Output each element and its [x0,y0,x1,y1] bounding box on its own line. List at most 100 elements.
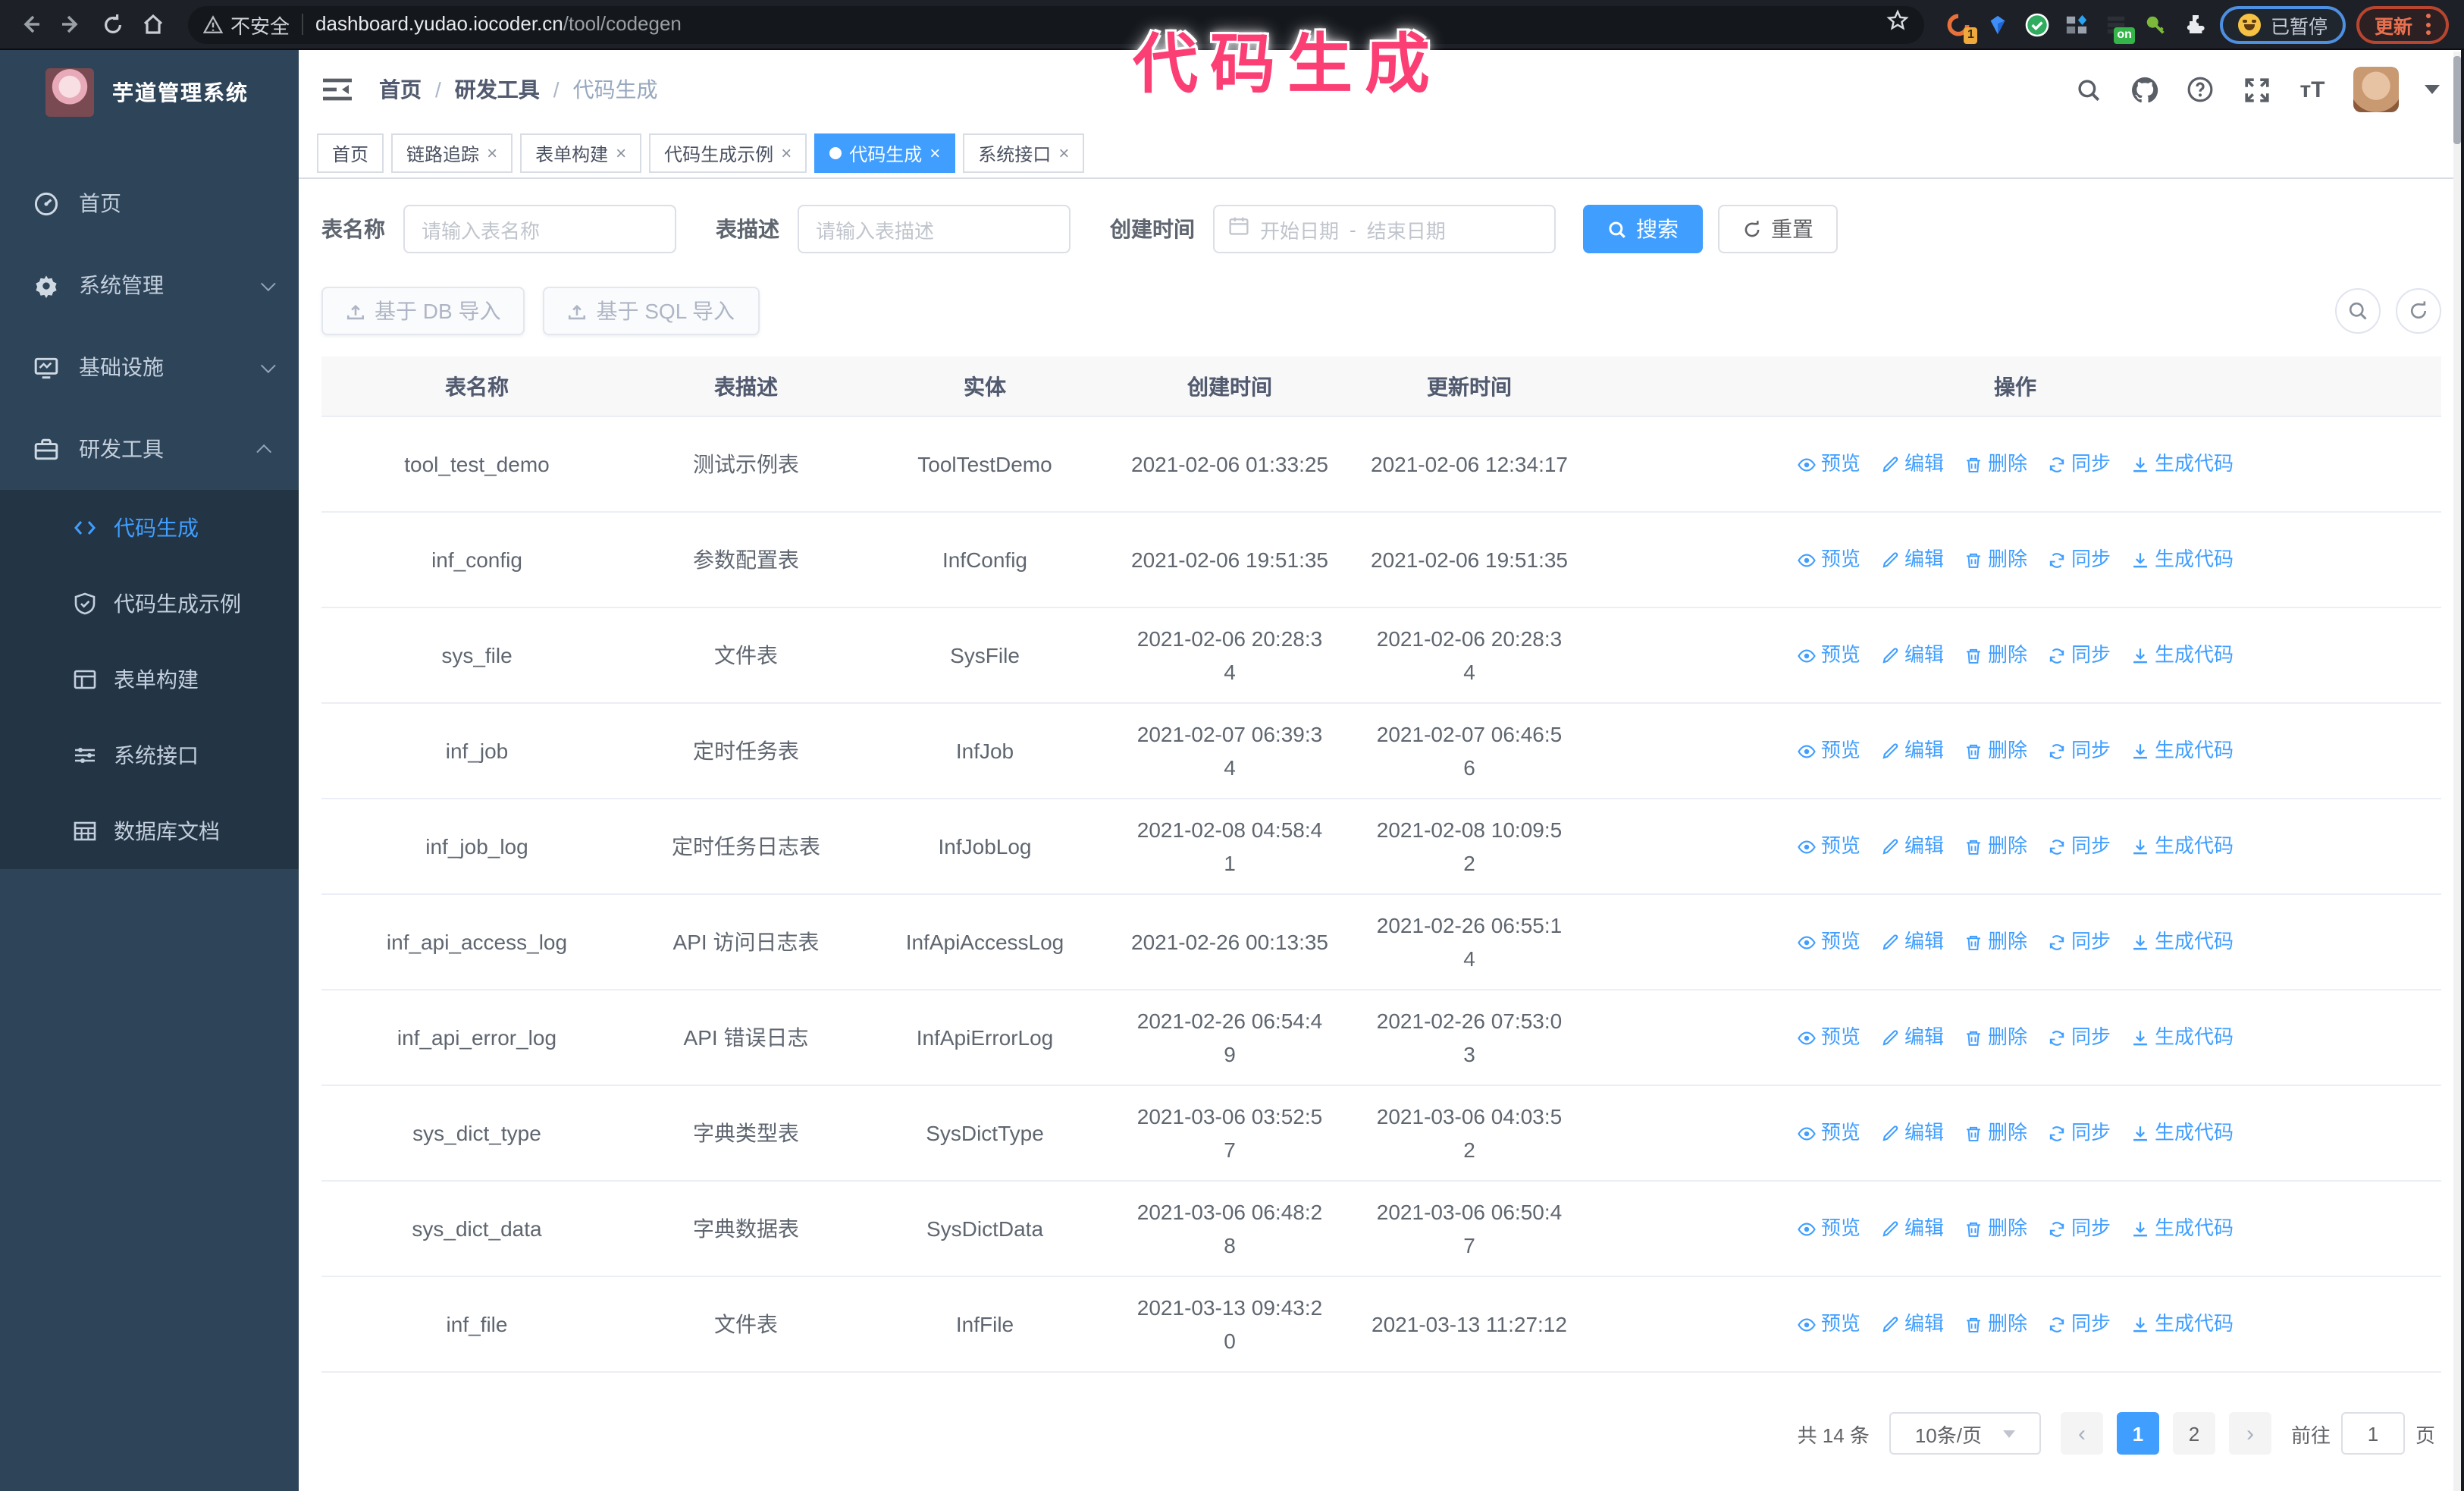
trash-action-link[interactable]: 删除 [1964,1212,2027,1245]
extension-check-icon[interactable] [2024,10,2052,39]
edit-action-link[interactable]: 编辑 [1880,1021,1944,1054]
download-action-link[interactable]: 生成代码 [2130,543,2234,576]
sidebar-item-system[interactable]: 系统管理 [0,244,299,326]
profile-paused-pill[interactable]: 已暂停 [2220,5,2346,43]
reload-icon[interactable] [97,9,127,39]
trash-action-link[interactable]: 删除 [1964,1021,2027,1054]
download-action-link[interactable]: 生成代码 [2130,1212,2234,1245]
page-size-select[interactable]: 10条/页 [1889,1412,2041,1455]
extension-key-icon[interactable] [2142,10,2171,39]
download-action-link[interactable]: 生成代码 [2130,1307,2234,1341]
close-icon[interactable]: × [781,143,792,164]
breadcrumb-home[interactable]: 首页 [379,77,422,102]
trash-action-link[interactable]: 删除 [1964,1116,2027,1150]
sync-action-link[interactable]: 同步 [2047,543,2111,576]
sync-action-link[interactable]: 同步 [2047,1212,2111,1245]
fullscreen-icon[interactable] [2241,74,2271,105]
sync-action-link[interactable]: 同步 [2047,1021,2111,1054]
eye-action-link[interactable]: 预览 [1797,1021,1861,1054]
goto-page-input[interactable]: 1 [2340,1412,2405,1455]
sidebar-item-infra[interactable]: 基础设施 [0,326,299,408]
download-action-link[interactable]: 生成代码 [2130,734,2234,767]
toggle-search-button[interactable] [2335,288,2381,334]
eye-action-link[interactable]: 预览 [1797,1116,1861,1150]
extension-gem-icon[interactable] [1984,10,2013,39]
eye-action-link[interactable]: 预览 [1797,1307,1861,1341]
edit-action-link[interactable]: 编辑 [1880,830,1944,863]
search-icon[interactable] [2073,74,2103,105]
trash-action-link[interactable]: 删除 [1964,830,2027,863]
refresh-table-button[interactable] [2396,288,2441,334]
table-name-input[interactable]: 请输入表名称 [403,205,676,253]
download-action-link[interactable]: 生成代码 [2130,447,2234,481]
help-icon[interactable] [2185,74,2215,105]
tag-home[interactable]: 首页 [317,133,384,173]
eye-action-link[interactable]: 预览 [1797,925,1861,959]
download-action-link[interactable]: 生成代码 [2130,830,2234,863]
home-icon[interactable] [138,9,168,39]
sync-action-link[interactable]: 同步 [2047,734,2111,767]
prev-page-button[interactable]: ‹ [2060,1412,2103,1455]
edit-action-link[interactable]: 编辑 [1880,734,1944,767]
edit-action-link[interactable]: 编辑 [1880,1307,1944,1341]
back-icon[interactable] [15,9,45,39]
trash-action-link[interactable]: 删除 [1964,1307,2027,1341]
tag-codegen[interactable]: 代码生成 × [814,133,956,173]
sidebar-item-db-doc[interactable]: 数据库文档 [0,793,299,869]
sidebar-item-form-builder[interactable]: 表单构建 [0,642,299,717]
edit-action-link[interactable]: 编辑 [1880,925,1944,959]
edit-action-link[interactable]: 编辑 [1880,543,1944,576]
address-bar[interactable]: 不安全 dashboard.yudao.iocoder.cn/tool/code… [188,5,1925,43]
close-icon[interactable]: × [487,143,498,164]
user-avatar[interactable] [2353,67,2399,112]
sync-action-link[interactable]: 同步 [2047,925,2111,959]
bookmark-star-icon[interactable] [1887,9,1910,39]
font-size-icon[interactable]: ᴛT [2299,77,2325,102]
trash-action-link[interactable]: 删除 [1964,447,2027,481]
edit-action-link[interactable]: 编辑 [1880,1212,1944,1245]
sync-action-link[interactable]: 同步 [2047,830,2111,863]
breadcrumb-devtools[interactable]: 研发工具 [422,74,540,105]
tag-codegen-example[interactable]: 代码生成示例 × [649,133,807,173]
sidebar-item-codegen-example[interactable]: 代码生成示例 [0,566,299,642]
eye-action-link[interactable]: 预览 [1797,830,1861,863]
close-icon[interactable]: × [929,143,941,164]
import-sql-button[interactable]: 基于 SQL 导入 [543,287,760,335]
close-icon[interactable]: × [1058,143,1070,164]
sidebar-item-home[interactable]: 首页 [0,162,299,244]
sync-action-link[interactable]: 同步 [2047,1116,2111,1150]
edit-action-link[interactable]: 编辑 [1880,447,1944,481]
download-action-link[interactable]: 生成代码 [2130,925,2234,959]
extension-refresh-icon[interactable]: 1 [1945,10,1978,43]
close-icon[interactable]: × [616,143,627,164]
download-action-link[interactable]: 生成代码 [2130,639,2234,672]
eye-action-link[interactable]: 预览 [1797,447,1861,481]
sidebar-item-devtools[interactable]: 研发工具 [0,408,299,490]
sidebar-item-system-api[interactable]: 系统接口 [0,717,299,793]
url-text[interactable]: dashboard.yudao.iocoder.cn/tool/codegen [315,11,682,38]
tag-form-builder[interactable]: 表单构建 × [520,133,642,173]
forward-icon[interactable] [56,9,86,39]
next-page-button[interactable]: › [2228,1412,2271,1455]
sync-action-link[interactable]: 同步 [2047,1307,2111,1341]
edit-action-link[interactable]: 编辑 [1880,639,1944,672]
extension-onenote-icon[interactable]: on [2102,10,2136,43]
sync-action-link[interactable]: 同步 [2047,447,2111,481]
trash-action-link[interactable]: 删除 [1964,543,2027,576]
reset-button[interactable]: 重置 [1718,205,1838,253]
eye-action-link[interactable]: 预览 [1797,734,1861,767]
eye-action-link[interactable]: 预览 [1797,543,1861,576]
extension-grid-icon[interactable] [2063,10,2092,39]
search-button[interactable]: 搜索 [1583,205,1703,253]
trash-action-link[interactable]: 删除 [1964,639,2027,672]
edit-action-link[interactable]: 编辑 [1880,1116,1944,1150]
sidebar-item-codegen[interactable]: 代码生成 [0,490,299,566]
sync-action-link[interactable]: 同步 [2047,639,2111,672]
extensions-puzzle-icon[interactable] [2181,10,2210,39]
trash-action-link[interactable]: 删除 [1964,734,2027,767]
download-action-link[interactable]: 生成代码 [2130,1021,2234,1054]
table-desc-input[interactable]: 请输入表描述 [798,205,1071,253]
user-menu-caret-icon[interactable] [2425,85,2440,94]
sidebar-fold-icon[interactable] [323,77,352,102]
scrollbar-thumb[interactable] [2453,56,2461,144]
